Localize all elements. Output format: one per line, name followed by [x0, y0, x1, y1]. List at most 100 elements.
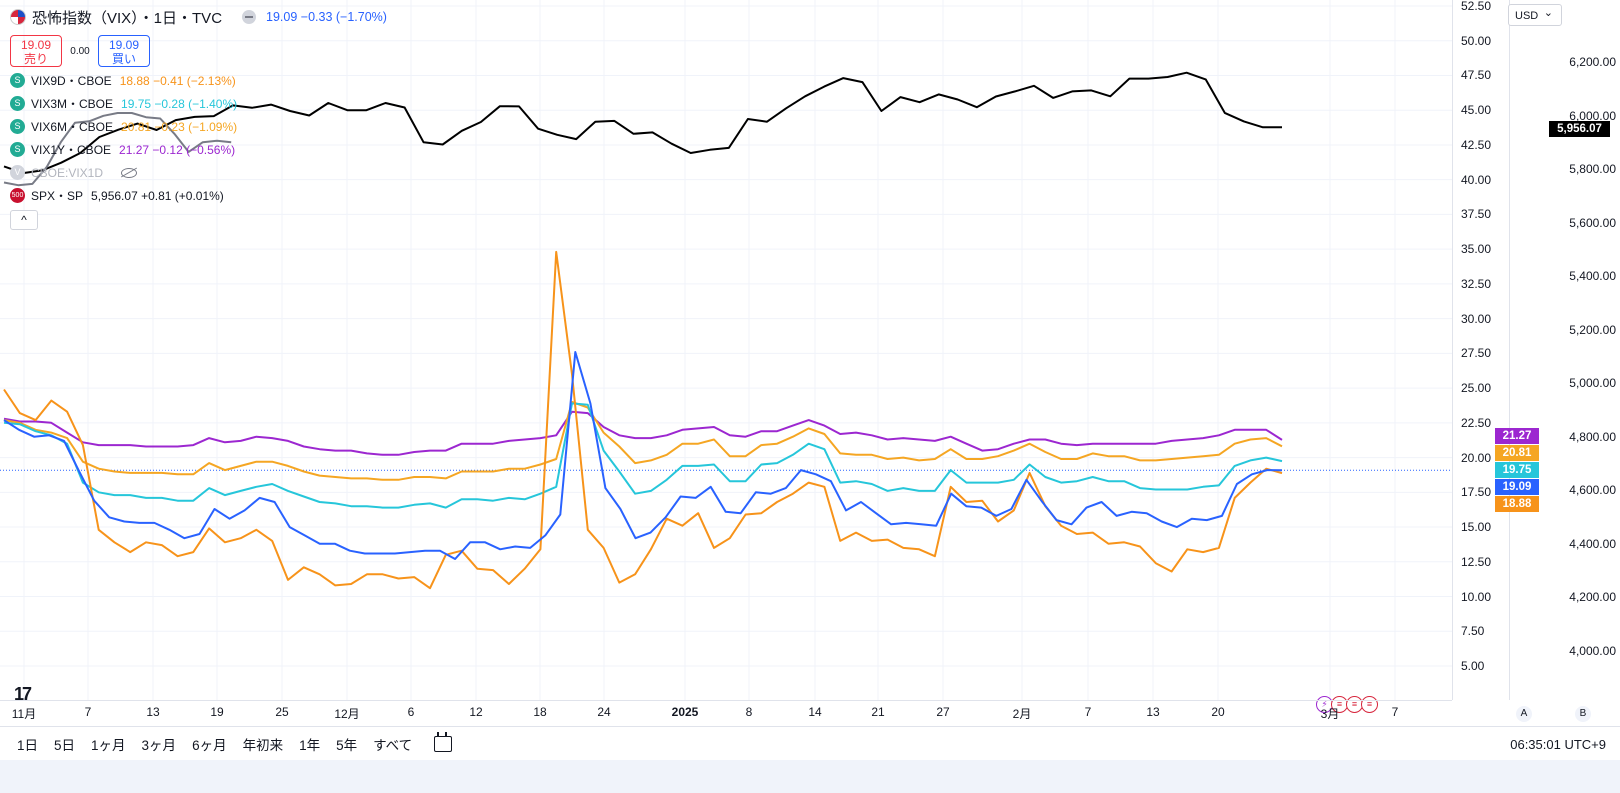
symbol-title[interactable]: 恐怖指数（VIX）・1日・TVC [32, 9, 223, 27]
time-axis[interactable]: 11月 7 13 19 25 12月 6 12 18 24 2025 8 14 21 27 2月 7 13 20 3月… [0, 700, 1452, 723]
price-axis-right[interactable]: 6,200.00 6,000.00 5,800.00 5,600.00 5,400.00… [1509, 0, 1620, 700]
y-right-tick-label: 5,400.00 [1569, 269, 1616, 284]
x-tick-label: 19 [210, 705, 224, 719]
range-ytd-button[interactable]: 年初来 [242, 738, 284, 753]
y-left-tick-label: 47.50 [1461, 68, 1492, 83]
range-5y-button[interactable]: 5年 [336, 738, 358, 753]
y-left-tick-label: 30.00 [1461, 311, 1492, 326]
series-values: 18.88 −0.41 (−2.13%) [119, 73, 236, 88]
series-legend-list: S VIX9D・CBOE 18.88 −0.41 (−2.13%) S VIX3… [10, 69, 387, 207]
series-name: VIX6M・CBOE [31, 120, 114, 134]
series-source-icon: S [10, 96, 25, 111]
y-right-tick-label: 4,600.00 [1569, 483, 1616, 498]
us-flag-icon [10, 9, 26, 25]
x-tick-label: 13 [146, 705, 160, 719]
badge-vix3m: 19.75 [1495, 462, 1539, 478]
clock[interactable]: 06:35:01 UTC+9 [1510, 736, 1606, 752]
legend-row-vix9d[interactable]: S VIX9D・CBOE 18.88 −0.41 (−2.13%) [10, 69, 387, 92]
series-source-icon: 500 [10, 188, 25, 203]
y-left-tick-label: 42.50 [1461, 137, 1492, 152]
buy-price: 19.09 [108, 38, 140, 52]
legend-row-vix6m[interactable]: S VIX6M・CBOE 20.81 −0.23 (−1.09%) [10, 115, 387, 138]
series-line-vix1y[interactable] [3, 410, 1283, 456]
series-values: 20.81 −0.23 (−1.09%) [121, 119, 238, 134]
y-left-tick-label: 15.00 [1461, 520, 1492, 535]
collapse-legend-button[interactable]: ^ [10, 210, 38, 230]
y-right-tick-label: 4,400.00 [1569, 536, 1616, 551]
trade-panel: 19.09 売り 0.00 19.09 買い [10, 33, 387, 69]
x-tick-label: 7 [1391, 705, 1399, 719]
symbol-price-info: 19.09 −0.33 (−1.70%) [266, 10, 387, 24]
y-left-tick-label: 22.50 [1461, 415, 1492, 430]
series-line-vix3m[interactable] [3, 402, 1283, 509]
x-tick-label: 2月 [1012, 707, 1032, 721]
badge-vix1y: 21.27 [1495, 428, 1539, 444]
y-right-tick-label: 6,200.00 [1569, 55, 1616, 69]
x-tick-label: 7 [84, 705, 92, 719]
y-left-tick-label: 25.00 [1461, 381, 1492, 396]
price-axis-left[interactable]: 52.50 50.00 47.50 45.00 42.50 40.00 37.50 35.00… [1452, 0, 1510, 700]
series-values: 5,956.07 +0.81 (+0.01%) [91, 188, 224, 203]
y-left-tick-label: 7.50 [1461, 624, 1485, 639]
x-tick-label: 20 [1211, 705, 1225, 719]
y-right-tick-label: 6,000.00 [1569, 108, 1616, 123]
badge-spx: 5,956.07 [1549, 121, 1610, 137]
buy-button[interactable]: 19.09 買い [98, 35, 150, 67]
series-name: CBOE:VIX1D [31, 165, 104, 180]
x-tick-label: 21 [871, 705, 885, 719]
range-6m-button[interactable]: 6ヶ月 [192, 738, 227, 753]
y-left-tick-label: 5.00 [1461, 659, 1485, 673]
range-1m-button[interactable]: 1ヶ月 [91, 738, 126, 753]
series-values: 21.27 −0.12 (−0.56%) [119, 142, 236, 157]
range-1y-button[interactable]: 1年 [299, 738, 321, 753]
log-scale-button[interactable]: B [1575, 706, 1591, 722]
currency-select[interactable]: USD [1508, 2, 1562, 26]
x-tick-label: 2025 [671, 705, 699, 719]
status-dot-icon[interactable] [242, 10, 257, 24]
x-tick-label: 11月 [11, 707, 37, 721]
legend-row-spx[interactable]: 500 SPX・SP 5,956.07 +0.81 (+0.01%) [10, 184, 387, 207]
series-line-vix6m[interactable] [3, 401, 1283, 481]
y-right-tick-label: 4,200.00 [1569, 590, 1616, 605]
calendar-goto-icon[interactable] [434, 732, 453, 752]
auto-scale-button[interactable]: A [1516, 706, 1532, 722]
hidden-eye-icon[interactable] [121, 167, 138, 178]
y-right-tick-label: 5,000.00 [1569, 376, 1616, 391]
legend-row-vix1y[interactable]: S VIX1Y・CBOE 21.27 −0.12 (−0.56%) [10, 138, 387, 161]
series-line-spx[interactable] [3, 71, 1282, 175]
series-line-vix9d[interactable] [3, 250, 1283, 590]
legend: 恐怖指数（VIX）・1日・TVC 19.09 −0.33 (−1.70%) 19… [10, 4, 387, 230]
x-tick-label: 7 [1084, 705, 1092, 719]
y-left-tick-label: 37.50 [1461, 207, 1492, 222]
y-left-tick-label: 12.50 [1461, 554, 1492, 569]
x-tick-label: 3月 [1320, 707, 1340, 721]
symbol-header: 恐怖指数（VIX）・1日・TVC 19.09 −0.33 (−1.70%) [10, 4, 387, 30]
range-all-button[interactable]: すべて [373, 738, 413, 753]
sell-price: 19.09 [20, 38, 52, 52]
badge-vix9d: 18.88 [1495, 496, 1539, 512]
sell-button[interactable]: 19.09 売り [10, 35, 62, 67]
series-line-vix1d[interactable] [3, 112, 232, 187]
bottom-panel-strip [0, 760, 1620, 793]
x-tick-label: 27 [936, 705, 950, 719]
series-name: VIX9D・CBOE [31, 74, 112, 88]
legend-row-vix1d[interactable]: V CBOE:VIX1D [10, 161, 387, 184]
badge-vix: 19.09 [1495, 479, 1539, 495]
y-left-tick-label: 52.50 [1461, 0, 1492, 13]
series-source-icon: S [10, 119, 25, 134]
x-tick-label: 12月 [334, 707, 360, 721]
chart-canvas[interactable] [0, 0, 1452, 700]
series-name: VIX1Y・CBOE [31, 143, 112, 157]
y-left-tick-label: 40.00 [1461, 172, 1492, 187]
y-right-tick-label: 5,200.00 [1569, 322, 1616, 337]
range-1d-button[interactable]: 1日 [17, 738, 39, 753]
y-right-tick-label: 4,800.00 [1569, 429, 1616, 444]
range-3m-button[interactable]: 3ヶ月 [141, 738, 177, 753]
range-5d-button[interactable]: 5日 [54, 738, 76, 753]
legend-row-vix3m[interactable]: S VIX3M・CBOE 19.75 −0.28 (−1.40%) [10, 92, 387, 115]
y-left-tick-label: 27.50 [1461, 346, 1492, 361]
series-line-vix[interactable] [3, 351, 1283, 560]
y-left-tick-label: 50.00 [1461, 33, 1492, 48]
tradingview-logo[interactable]: 17 [14, 684, 32, 704]
y-right-tick-label: 5,800.00 [1569, 162, 1616, 177]
